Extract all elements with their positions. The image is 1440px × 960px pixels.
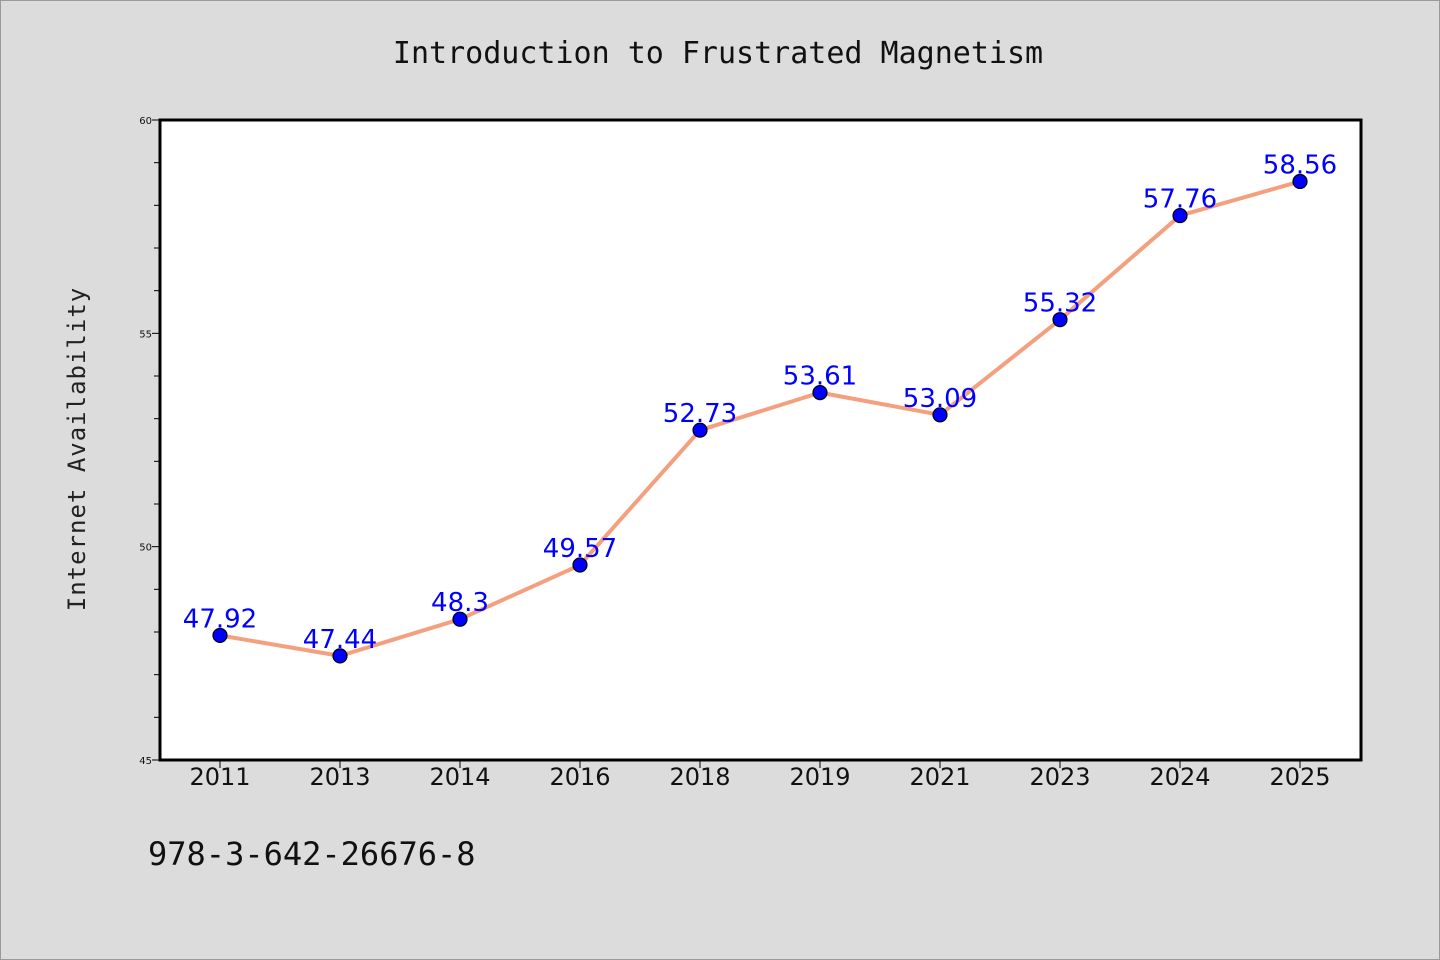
y-tick-label: 60 (139, 116, 152, 127)
series-line (218, 179, 1302, 658)
data-point (332, 648, 348, 664)
x-tick-label: 2014 (429, 763, 490, 791)
data-point (1172, 207, 1188, 224)
x-tick-label: 2019 (789, 763, 850, 791)
data-point (1292, 173, 1308, 190)
data-label: 57.76 (1143, 185, 1217, 215)
data-point (812, 385, 828, 401)
x-tick-label: 2011 (189, 763, 250, 791)
data-label: 55.32 (1023, 289, 1097, 319)
data-point (932, 407, 948, 423)
data-point (212, 627, 228, 644)
data-label: 58.56 (1263, 150, 1337, 180)
data-label: 52.73 (663, 399, 737, 429)
data-label: 53.61 (783, 362, 857, 392)
x-tick-label: 2024 (1149, 763, 1210, 791)
data-label: 48.3 (431, 588, 489, 618)
data-point (1052, 312, 1068, 328)
data-point (572, 557, 588, 573)
chart-title: Introduction to Frustrated Magnetism (393, 36, 1043, 71)
series-group: 47.92 47.44 48.3 49.57 52.73 53.61 53.09 55.32 5… (183, 150, 1337, 664)
x-tick-label: 2013 (309, 763, 370, 791)
y-axis-label: Internet Availability (63, 287, 91, 611)
x-tick-label: 2023 (1029, 763, 1090, 791)
data-point (452, 611, 468, 627)
x-tick-label: 2018 (669, 763, 730, 791)
x-axis: 2011 2013 2014 2016 2018 2019 2021 2023 2024 2025 (189, 760, 1331, 791)
isbn-text: 978-3-642-26676-8 (148, 835, 476, 873)
data-label: 47.44 (303, 625, 377, 655)
y-tick-label: 55 (139, 329, 152, 340)
data-label: 53.09 (903, 384, 977, 414)
x-tick-label: 2021 (909, 763, 970, 791)
data-label: 49.57 (543, 534, 617, 564)
y-tick-label: 45 (139, 756, 152, 767)
x-tick-label: 2025 (1269, 763, 1330, 791)
y-tick-label: 50 (139, 543, 152, 554)
y-axis: 45 50 55 60 (139, 116, 160, 767)
x-tick-label: 2016 (549, 763, 610, 791)
plot-area (158, 118, 1363, 762)
data-point (692, 422, 708, 438)
data-label: 47.92 (183, 604, 257, 634)
